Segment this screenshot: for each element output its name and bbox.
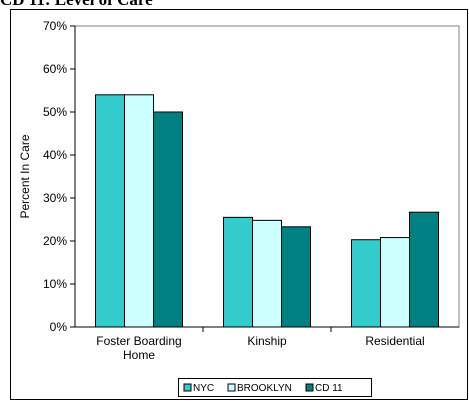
- legend-label: CD 11: [315, 383, 343, 394]
- y-tick-label: 60%: [43, 62, 67, 76]
- legend: NYC BROOKLYN CD 11: [178, 378, 372, 397]
- legend-swatch: [305, 383, 314, 392]
- bar-cd-11-residential: [409, 211, 439, 328]
- bar-cd-11-foster-boarding-home: [153, 111, 183, 328]
- bar-nyc-kinship: [223, 216, 253, 328]
- legend-label: BROOKLYN: [237, 383, 292, 394]
- y-tick-label: 70%: [43, 19, 67, 33]
- y-tick-label: 0%: [50, 320, 68, 334]
- legend-swatch: [227, 383, 236, 392]
- plot-area: 0% 10% 20% 30% 40% 50% 60% 70% Percent In Care Fo…: [18, 19, 460, 362]
- legend-box: [178, 378, 372, 397]
- page-title: CD 11: Level of Care: [0, 0, 153, 8]
- bar-brooklyn-residential: [380, 237, 410, 328]
- y-axis-label: Percent In Care: [18, 134, 32, 218]
- y-tick-label: 10%: [43, 277, 67, 291]
- chart-border: [10, 9, 468, 400]
- legend-label: NYC: [193, 383, 214, 394]
- bar-cd-11-kinship: [281, 226, 311, 328]
- y-tick-label: 20%: [43, 234, 67, 248]
- y-tick-label: 50%: [43, 105, 67, 119]
- x-tick-label: Foster Boarding Home: [96, 334, 181, 362]
- bar-brooklyn-kinship: [252, 219, 282, 328]
- y-tick-label: 40%: [43, 148, 67, 162]
- y-tick-label: 30%: [43, 191, 67, 205]
- bar-nyc-foster-boarding-home: [95, 94, 125, 328]
- bar-nyc-residential: [351, 239, 381, 328]
- bar-brooklyn-foster-boarding-home: [124, 94, 154, 328]
- x-tick-label: Residential: [365, 334, 424, 348]
- x-tick-label: Kinship: [247, 334, 287, 348]
- legend-swatch: [183, 383, 192, 392]
